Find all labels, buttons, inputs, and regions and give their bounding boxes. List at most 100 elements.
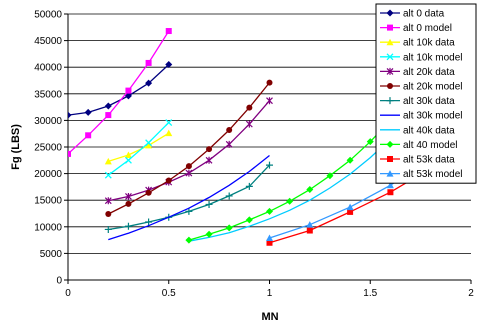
- legend-marker: [386, 67, 394, 75]
- data-point: [124, 156, 132, 164]
- x-tick-label: 0: [65, 288, 71, 299]
- legend-item: alt 30k model: [380, 111, 462, 122]
- data-point: [125, 87, 132, 94]
- series-alt-10k-model: [104, 119, 173, 179]
- legend-label: alt 30k data: [403, 96, 455, 107]
- data-point: [104, 157, 112, 165]
- y-tick-label: 10000: [34, 222, 62, 233]
- data-point: [145, 79, 153, 87]
- data-point: [306, 227, 313, 234]
- data-point: [165, 129, 173, 137]
- series-alt-30k-model: [108, 154, 270, 241]
- legend-marker: [387, 83, 393, 89]
- y-tick-label: 25000: [34, 143, 62, 154]
- y-tick-label: 20000: [34, 169, 62, 180]
- legend-item: alt 40 model: [380, 140, 457, 151]
- data-point: [104, 171, 112, 179]
- data-point: [347, 208, 354, 215]
- legend-marker: [386, 97, 394, 105]
- data-point: [386, 181, 394, 189]
- data-point: [185, 169, 193, 177]
- legend-marker: [386, 140, 394, 148]
- x-tick-label: 0.5: [162, 288, 176, 299]
- y-tick-label: 40000: [34, 63, 62, 74]
- legend-label: alt 20k model: [403, 82, 462, 93]
- data-point: [266, 79, 273, 86]
- series-line: [107, 122, 170, 176]
- series-alt-20k-model: [105, 79, 273, 218]
- data-point: [346, 156, 354, 164]
- data-point: [266, 161, 273, 169]
- legend-marker: [387, 24, 393, 31]
- data-point: [185, 236, 193, 244]
- data-point: [85, 132, 92, 139]
- y-tick-label: 5000: [40, 249, 63, 260]
- data-point: [84, 108, 92, 116]
- series-group: [68, 28, 435, 246]
- y-tick-label: 50000: [34, 10, 62, 21]
- y-tick-label: 15000: [34, 196, 62, 207]
- legend-label: alt 0 data: [403, 9, 445, 20]
- data-point: [225, 140, 233, 148]
- legend-item: alt 20k data: [380, 67, 455, 78]
- data-point: [306, 221, 314, 228]
- data-point: [165, 119, 173, 126]
- data-point: [346, 203, 354, 211]
- data-point: [105, 211, 112, 218]
- data-point: [245, 120, 253, 128]
- tick-labels: 0 5000 10000 15000 20000 25000 30000 35000 40000…: [34, 10, 474, 300]
- data-point: [165, 177, 172, 184]
- data-point: [145, 139, 153, 147]
- data-point: [225, 192, 233, 200]
- x-tick-label: 1.5: [363, 288, 377, 299]
- data-point: [105, 112, 112, 119]
- data-point: [104, 225, 112, 233]
- data-point: [124, 222, 132, 230]
- legend-item: alt 10k data: [380, 38, 455, 49]
- data-point: [266, 234, 273, 241]
- series-line: [108, 132, 170, 163]
- legend-marker: [386, 53, 394, 61]
- data-point: [246, 104, 253, 111]
- legend-item: alt 0 model: [380, 23, 452, 34]
- x-axis-title: MN: [261, 311, 278, 323]
- legend-item: alt 53k model: [380, 169, 462, 180]
- data-point: [245, 182, 253, 190]
- x-tick-label: 1: [267, 288, 273, 299]
- data-point: [366, 138, 374, 146]
- data-point: [104, 102, 112, 110]
- data-point: [326, 172, 334, 180]
- data-point: [68, 111, 72, 119]
- series-line: [108, 154, 270, 241]
- data-point: [125, 200, 132, 207]
- data-point: [225, 224, 233, 232]
- legend-box: [375, 3, 477, 184]
- y-tick-label: 0: [56, 276, 62, 287]
- data-point: [145, 218, 153, 226]
- y-tick-label: 30000: [34, 116, 62, 127]
- data-point: [205, 230, 213, 238]
- data-point: [165, 28, 172, 35]
- legend-label: alt 10k model: [403, 52, 462, 63]
- series-line: [68, 30, 170, 155]
- legend-item: alt 10k model: [380, 52, 462, 63]
- data-point: [266, 207, 273, 215]
- x-tick-label: 2: [468, 288, 474, 299]
- data-point: [124, 92, 132, 100]
- legend-label: alt 10k data: [403, 38, 455, 49]
- data-point: [286, 197, 294, 205]
- series-line: [68, 64, 170, 116]
- legend-label: alt 20k data: [403, 67, 455, 78]
- legend-item: alt 20k model: [380, 82, 462, 93]
- legend-label: alt 30k model: [403, 111, 462, 122]
- data-point: [185, 163, 192, 170]
- y-tick-label: 45000: [34, 36, 62, 47]
- y-axis-title: Fg (LBS): [10, 124, 22, 170]
- data-point: [266, 239, 273, 246]
- legend-item: alt 30k data: [380, 96, 455, 107]
- data-point: [245, 216, 253, 224]
- data-point: [266, 97, 273, 105]
- data-point: [145, 189, 152, 196]
- series-alt-20k-data: [104, 97, 273, 205]
- legend-item: alt 53k data: [380, 155, 455, 166]
